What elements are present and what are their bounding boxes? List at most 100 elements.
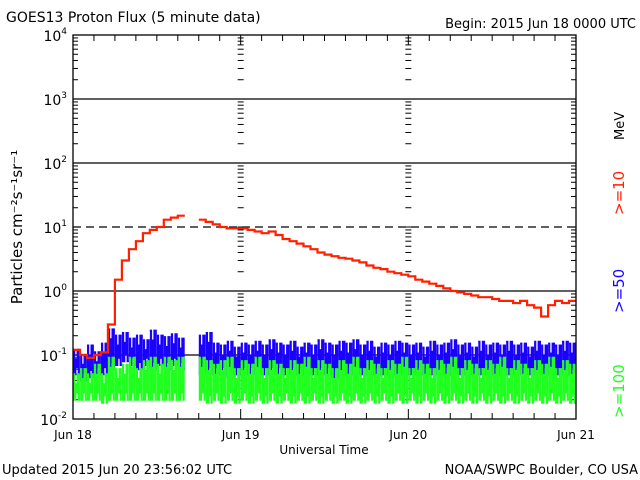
series-2-segment <box>282 368 290 401</box>
series-2-segment <box>359 368 367 404</box>
series-2-segment <box>464 360 472 401</box>
series-2-segment <box>331 368 339 404</box>
series-2-segment <box>303 356 311 404</box>
x-tick-label: Jun 19 <box>221 428 260 442</box>
y-tick-label: 10-2 <box>40 411 67 429</box>
y-tick-label: 100 <box>43 283 67 301</box>
x-tick-label: Jun 18 <box>53 428 92 442</box>
series-2-segment <box>94 363 101 401</box>
series-2-segment <box>261 368 269 404</box>
legend-100mev: >=100 <box>610 364 628 418</box>
series-2-segment <box>135 368 143 401</box>
series-2-segment <box>310 368 318 401</box>
series-2-segment <box>275 363 283 404</box>
series-2-segment <box>163 356 171 401</box>
series-2-segment <box>226 356 234 401</box>
series-2-segment <box>380 368 388 401</box>
y-tick-label: 101 <box>43 219 67 237</box>
series-2-segment <box>478 368 486 401</box>
series-2-segment <box>352 356 360 401</box>
series-2-segment <box>177 356 185 401</box>
series-2-segment <box>492 363 500 401</box>
series-10mev-line <box>73 214 576 359</box>
series-2-segment <box>205 360 213 404</box>
series-1-segment <box>135 334 143 371</box>
y-tick-label: 10-1 <box>40 347 67 365</box>
series-1-segment <box>121 332 129 363</box>
series-2-segment <box>219 360 227 404</box>
plot-frame <box>72 34 577 420</box>
y-tick-label: 104 <box>43 27 67 45</box>
series-2-segment <box>170 360 178 401</box>
series-2-segment <box>548 356 555 401</box>
series-2-segment <box>429 368 437 404</box>
series-2-segment <box>485 360 493 404</box>
credit-label: NOAA/SWPC Boulder, CO USA <box>445 463 638 478</box>
series-2-segment <box>569 363 576 404</box>
series-2-segment <box>268 360 276 401</box>
y-axis-label: Particles cm⁻²s⁻¹sr⁻¹ <box>8 150 26 304</box>
series-2-segment <box>100 373 108 404</box>
series-1-segment <box>73 348 80 376</box>
series-2-segment <box>541 363 549 404</box>
chart-title: GOES13 Proton Flux (5 minute data) <box>6 10 261 26</box>
series-2-segment <box>457 368 465 404</box>
series-2-segment <box>436 360 444 401</box>
y-tick-label: 102 <box>43 155 67 173</box>
series-2-segment <box>80 368 87 401</box>
series-2-segment <box>296 363 304 401</box>
series-1-segment <box>170 333 178 366</box>
series-2-segment <box>506 368 514 401</box>
series-2-segment <box>450 356 458 401</box>
series-2-segment <box>499 356 507 404</box>
series-2-segment <box>254 356 262 401</box>
series-2-segment <box>121 363 129 401</box>
series-2-segment <box>415 360 423 404</box>
series-2-segment <box>345 363 353 404</box>
series-1-segment <box>87 344 94 379</box>
series-2-segment <box>233 368 241 404</box>
begin-label: Begin: 2015 Jun 18 0000 UTC <box>445 17 636 32</box>
series-2-segment <box>534 360 542 401</box>
updated-timestamp: Updated 2015 Jun 20 23:56:02 UTC <box>2 463 232 478</box>
series-2-segment <box>212 363 220 401</box>
series-2-segment <box>471 363 479 404</box>
series-2-segment <box>247 363 255 404</box>
series-2-segment <box>555 368 562 404</box>
series-2-segment <box>73 373 80 401</box>
series-2-segment <box>387 360 395 404</box>
series-2-segment <box>289 360 297 404</box>
legend-unit-mev: MeV <box>613 112 628 140</box>
series-1-segment <box>114 334 122 366</box>
series-2-segment <box>422 363 430 401</box>
series-1-segment <box>156 334 164 366</box>
series-2-segment <box>240 360 248 401</box>
legend-50mev: >=50 <box>610 269 628 313</box>
series-2-segment <box>156 363 164 401</box>
series-2-segment <box>394 363 402 401</box>
series-2-segment <box>87 373 94 401</box>
legend-10mev: >=10 <box>610 171 628 215</box>
x-axis-label: Universal Time <box>279 443 368 457</box>
series-2-segment <box>513 360 521 404</box>
series-2-segment <box>149 356 157 401</box>
series-2-segment <box>443 363 451 404</box>
series-2-segment <box>562 360 569 401</box>
series-2-segment <box>373 363 381 404</box>
series-2-segment <box>114 368 122 401</box>
series-2-segment <box>128 356 136 401</box>
series-2-segment <box>324 363 332 401</box>
series-2-segment <box>198 356 206 401</box>
series-2-segment <box>401 356 409 404</box>
series-2-segment <box>408 368 416 401</box>
series-2-segment <box>366 360 374 401</box>
x-tick-label: Jun 20 <box>388 428 427 442</box>
series-2-segment <box>317 360 325 404</box>
series-2-segment <box>142 360 150 401</box>
x-tick-label: Jun 21 <box>556 428 595 442</box>
y-tick-label: 103 <box>43 91 67 109</box>
series-2-segment <box>107 356 115 401</box>
series-2-segment <box>520 363 528 401</box>
